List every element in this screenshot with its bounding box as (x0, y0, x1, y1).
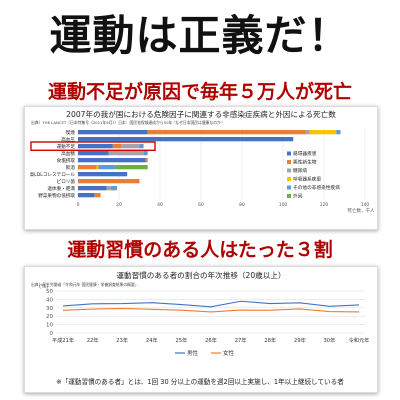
legend-label: 外因 (293, 193, 303, 200)
y-tick-label: 0 (50, 331, 54, 337)
legend-label: 悪性新生物 (293, 159, 317, 166)
legend-swatch (287, 177, 291, 181)
highlight-box (30, 141, 156, 152)
x-tick-label: 100 (279, 202, 288, 208)
x-tick-label: 120 (320, 202, 329, 208)
bar-segment (145, 158, 148, 163)
bar-segment (108, 151, 144, 156)
x-tick-label: 27年 (235, 336, 247, 344)
x-tick-label: 20 (116, 202, 122, 208)
x-tick-label: 140 (361, 202, 370, 208)
section1-heading: 運動不足が原因で毎年５万人が死亡 (47, 81, 352, 103)
bar-segment (78, 144, 113, 149)
x-axis-label: 死亡数，千人 (348, 207, 375, 214)
x-tick-label: 25年 (176, 336, 188, 344)
bar-segment (121, 144, 140, 149)
bar-segment (78, 137, 294, 142)
legend-label: 女性 (223, 349, 235, 357)
y-tick-label: 高血糖 (61, 150, 75, 157)
x-tick-label: 23年 (116, 336, 128, 344)
y-tick-label: 過体重・肥満 (47, 185, 75, 192)
bar-segment (106, 186, 111, 191)
y-tick-label: 運動不足 (57, 143, 76, 150)
legend-swatch (287, 185, 291, 190)
x-tick-label: 60 (198, 202, 204, 208)
bar-segment (78, 172, 128, 177)
bar-segment (309, 130, 337, 135)
bar-segment (78, 193, 95, 198)
bar-segment (110, 186, 117, 191)
legend-label: 循環器疾患 (293, 150, 317, 157)
x-tick-label: 26年 (205, 336, 217, 344)
y-tick-label: 50 (46, 289, 53, 295)
bar-segment (139, 144, 144, 149)
bar-segment (78, 151, 109, 156)
bar-chart-source: 出典）THE LANCET（日本特集号（2011年9月））日本：国民皆保険達成か… (31, 120, 223, 125)
x-tick-label: 40 (157, 202, 163, 208)
bar-segment (98, 165, 115, 170)
legend-label: 男性 (187, 349, 199, 357)
line-chart-panel: 運動習慣のある者の割合の年次推移（20歳以上） 出典）厚生労働省「令和元年 国民… (24, 266, 378, 393)
x-tick-label: 24年 (146, 336, 158, 344)
main-title: 運動は正義だ！ (49, 11, 351, 60)
legend-swatch (287, 168, 291, 173)
legend-label: その他の非感染性疾病 (293, 184, 340, 191)
bar-segment (94, 193, 101, 198)
bar-segment (112, 144, 122, 149)
bar-segment (336, 130, 341, 135)
section2-heading: 運動習慣のある人はたった３割 (67, 239, 333, 261)
bar-segment (78, 130, 148, 135)
y-tick-label: 10 (46, 323, 53, 329)
x-tick-label: 0 (77, 202, 80, 208)
x-tick-label: 令和元年 (349, 336, 370, 344)
x-tick-label: 80 (239, 202, 245, 208)
legend-swatch (287, 194, 291, 198)
y-tick-label: 30 (46, 306, 53, 312)
x-tick-label: 29年 (294, 336, 306, 344)
bar-segment (143, 151, 148, 156)
x-tick-label: 平成21年 (52, 336, 74, 344)
series-line (62, 300, 360, 308)
bar-segment (96, 165, 99, 170)
y-tick-label: 高血圧 (61, 136, 75, 143)
bar-chart-panel: 2007年の我が国における危険因子に関連する非感染症疾病と外因による死亡数 出典… (24, 106, 378, 230)
y-tick-label: 40 (46, 297, 53, 303)
line-chart: (%) 0 10 20 30 40 50 平成21年 22年 23年 24年 25年 26年 27年 28年… (39, 284, 370, 357)
footnote: ※「運動習慣のある者」とは、1回 30 分以上の運動を週2回以上実施し、1年以上… (56, 378, 344, 386)
legend-swatch (287, 160, 291, 164)
x-tick-label: 30年 (324, 336, 336, 344)
series-line (62, 307, 360, 313)
y-axis-label: (%) (39, 284, 49, 290)
bar-segment (147, 130, 306, 135)
line-chart-title: 運動習慣のある者の割合の年次推移（20歳以上） (116, 271, 286, 280)
legend-label: 糖尿病 (293, 167, 307, 174)
y-tick-label: 20 (46, 314, 53, 320)
bar-segment (78, 165, 97, 170)
y-tick-label: 食塩摂取 (57, 157, 76, 164)
legend-label: 呼吸器系疾患 (293, 176, 321, 183)
y-tick-label: 野菜果物の低摂取 (38, 192, 75, 199)
bar-segment (305, 130, 310, 135)
y-tick-label: 飲酒 (66, 164, 76, 171)
bar-chart-title: 2007年の我が国における危険因子に関連する非感染症疾病と外因による死亡数 (66, 110, 336, 119)
y-tick-label: 高LDLコレステロール (30, 171, 76, 178)
line-chart-source: 出典）厚生労働省「令和元年 国民健康・栄養調査結果の概要」 (31, 282, 139, 287)
x-tick-label: 22年 (87, 336, 99, 344)
bar-segment (78, 179, 140, 184)
y-tick-label: 喫煙 (66, 129, 76, 136)
x-tick-label: 28年 (264, 336, 276, 344)
legend-swatch (287, 151, 291, 156)
y-tick-label: ピロリ菌 (57, 178, 76, 185)
bar-segment (78, 186, 107, 191)
bar-segment (114, 165, 148, 170)
bar-segment (78, 158, 146, 163)
